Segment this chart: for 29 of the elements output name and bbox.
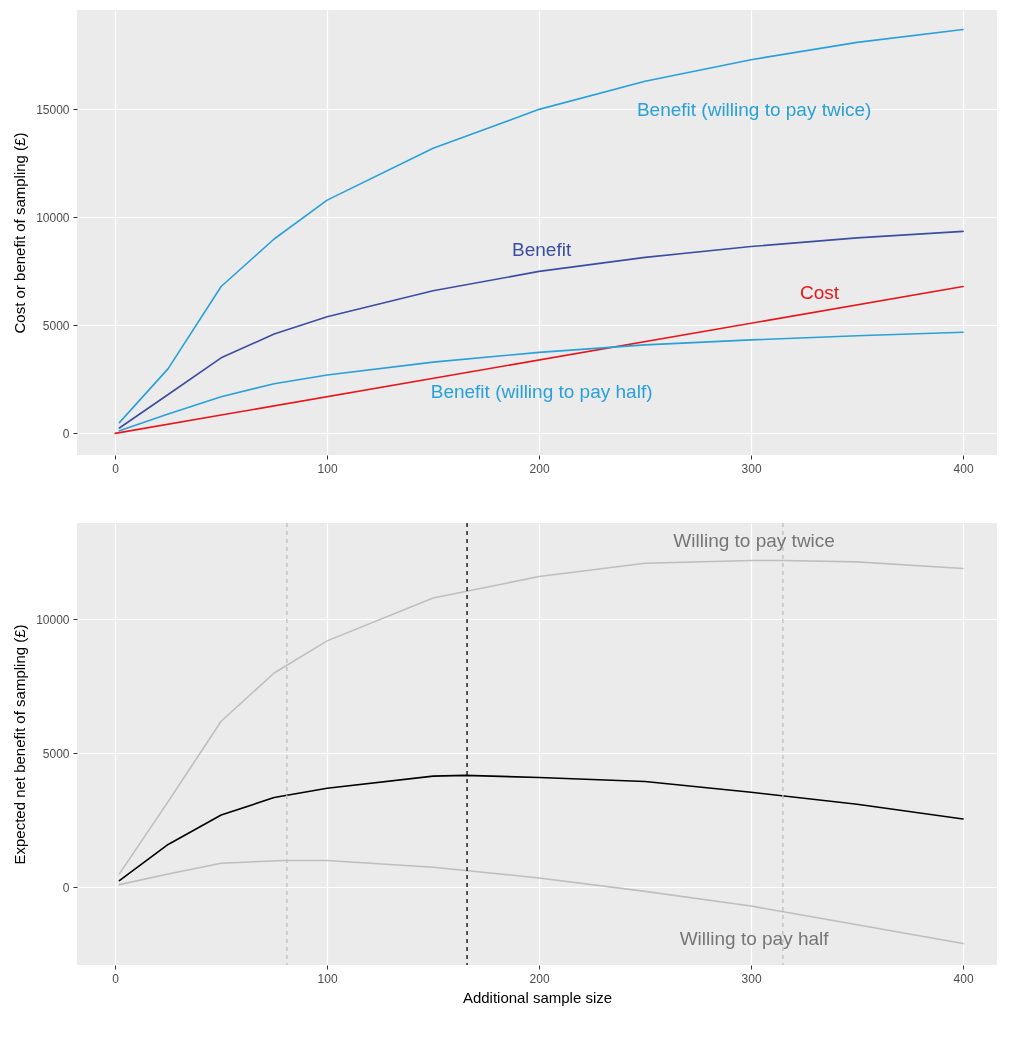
y-tick-label: 5000 (42, 746, 70, 761)
x-tick-label: 300 (741, 971, 762, 986)
x-tick-label: 200 (529, 971, 550, 986)
annotation: Benefit (willing to pay half) (430, 380, 653, 402)
x-tick-label: 400 (953, 971, 974, 986)
x-axis-title: Additional sample size (462, 988, 613, 1006)
y-axis-title: Expected net benefit of sampling (£) (11, 624, 29, 865)
y-tick-label: 15000 (36, 102, 70, 117)
line-series (118, 331, 964, 432)
annotation: Cost (799, 282, 840, 304)
y-tick-label: 0 (62, 880, 70, 895)
annotation: Willing to pay twice (673, 530, 835, 552)
y-tick-label: 5000 (42, 318, 70, 333)
y-tick-label: 10000 (36, 612, 70, 627)
x-tick-label: 100 (317, 971, 338, 986)
x-tick-label: 200 (529, 461, 550, 476)
annotation: Willing to pay half (679, 927, 830, 949)
x-tick-label: 0 (112, 971, 120, 986)
y-tick-label: 10000 (36, 210, 70, 225)
y-axis-title: Cost or benefit of sampling (£) (11, 132, 29, 334)
x-tick-label: 300 (741, 461, 762, 476)
x-tick-label: 0 (112, 461, 120, 476)
annotation: Benefit (512, 238, 572, 260)
y-tick-label: 0 (62, 426, 70, 441)
x-tick-label: 400 (953, 461, 974, 476)
line-series (118, 230, 964, 429)
line-series (118, 28, 964, 424)
x-tick-label: 100 (317, 461, 338, 476)
annotation: Benefit (willing to pay twice) (636, 99, 872, 121)
